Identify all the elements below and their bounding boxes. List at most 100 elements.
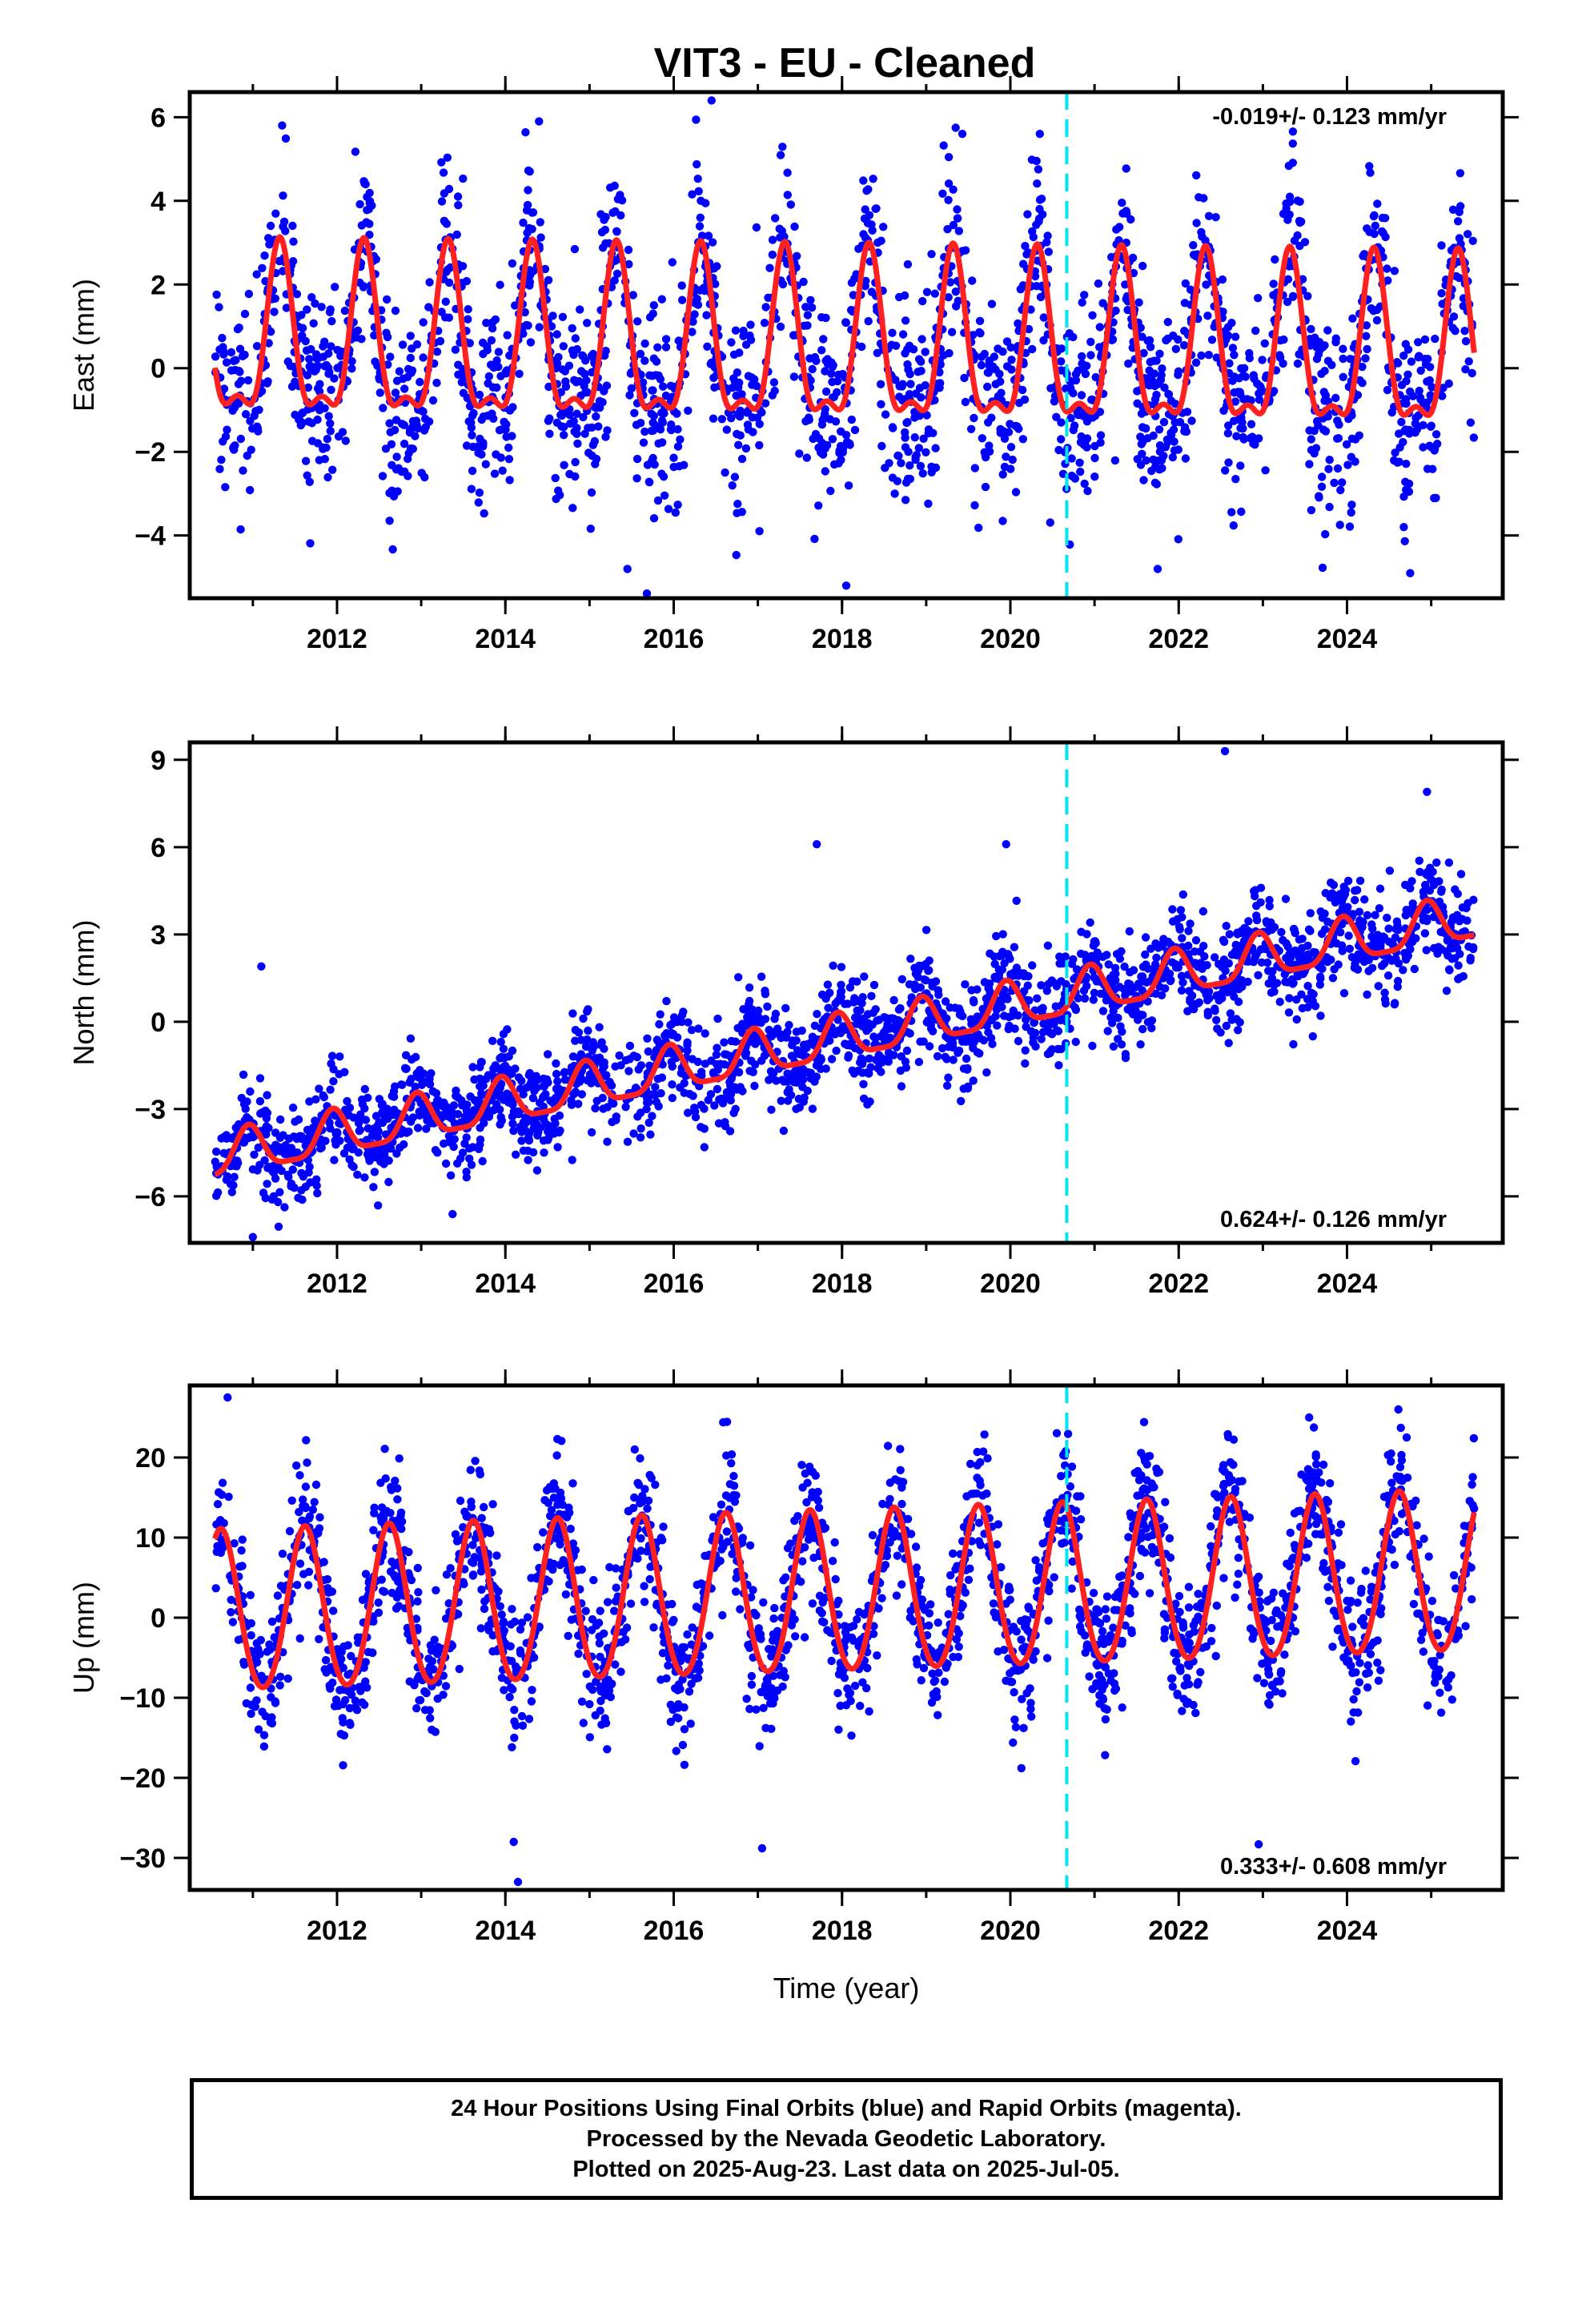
- data-point: [490, 469, 500, 478]
- data-point: [712, 1050, 721, 1059]
- data-point: [1345, 944, 1355, 954]
- data-point: [885, 459, 893, 468]
- data-point: [1401, 911, 1411, 920]
- data-point: [385, 517, 394, 525]
- data-point: [1411, 428, 1419, 437]
- data-point: [998, 470, 1007, 479]
- data-point: [211, 1157, 219, 1166]
- data-point: [437, 197, 447, 206]
- data-point: [1170, 917, 1178, 926]
- data-point: [464, 315, 472, 324]
- data-point: [1002, 337, 1012, 346]
- data-point: [1231, 397, 1240, 406]
- data-point: [539, 1102, 548, 1112]
- data-point: [482, 319, 491, 328]
- data-point: [1069, 388, 1078, 398]
- data-point: [970, 413, 978, 423]
- data-point: [646, 1130, 655, 1139]
- data-point: [393, 487, 402, 496]
- data-point: [1257, 958, 1267, 967]
- data-point: [1312, 343, 1321, 352]
- data-point: [1170, 437, 1178, 446]
- data-point: [690, 310, 699, 319]
- data-point: [1008, 455, 1017, 464]
- data-point: [606, 183, 615, 192]
- data-point: [425, 278, 434, 287]
- data-point: [1289, 1039, 1298, 1049]
- data-point: [568, 1009, 577, 1018]
- data-point: [1223, 428, 1233, 438]
- data-point: [761, 987, 769, 995]
- data-point: [568, 1156, 576, 1164]
- plot-frame: [187, 740, 1505, 1245]
- data-point: [1162, 336, 1170, 345]
- data-point: [688, 328, 697, 336]
- data-point: [462, 1106, 472, 1116]
- data-point: [636, 1124, 645, 1133]
- data-point: [661, 343, 671, 352]
- data-point: [1361, 354, 1370, 363]
- data-point: [288, 1104, 298, 1112]
- data-point: [230, 1539, 239, 1548]
- data-point: [386, 428, 395, 436]
- data-point: [673, 442, 683, 451]
- data-point: [412, 1052, 420, 1062]
- data-point: [1383, 971, 1393, 980]
- data-point: [803, 1086, 812, 1096]
- data-point: [745, 996, 754, 1006]
- data-point: [1383, 385, 1392, 395]
- data-point: [1265, 895, 1274, 905]
- data-point: [901, 316, 910, 325]
- data-point: [1335, 521, 1344, 529]
- y-tick-label: −4: [135, 521, 166, 552]
- data-point: [917, 393, 926, 402]
- data-point: [973, 985, 982, 994]
- data-point: [235, 344, 245, 353]
- data-point: [561, 377, 570, 386]
- data-point: [289, 237, 298, 246]
- data-point: [786, 200, 795, 209]
- data-point: [1236, 944, 1245, 953]
- data-point: [266, 221, 275, 231]
- data-point: [623, 1137, 632, 1147]
- data-point: [234, 1159, 243, 1168]
- data-point: [1258, 356, 1267, 364]
- x-tick-label: 2016: [644, 1269, 705, 1299]
- data-point: [1293, 359, 1303, 368]
- data-point: [451, 345, 460, 354]
- data-point: [479, 412, 488, 421]
- data-point: [808, 1032, 817, 1041]
- data-point: [1223, 331, 1233, 340]
- data-point: [601, 432, 610, 441]
- data-point: [1397, 417, 1406, 427]
- data-point: [844, 1040, 853, 1049]
- data-point: [919, 1037, 928, 1046]
- data-point: [1138, 1024, 1147, 1034]
- data-point: [750, 1081, 759, 1091]
- data-point: [1333, 464, 1343, 473]
- data-point: [1141, 950, 1150, 959]
- data-point: [1110, 456, 1120, 465]
- data-point: [390, 1105, 399, 1115]
- data-point: [704, 231, 713, 240]
- data-point: [949, 185, 958, 194]
- data-point: [710, 383, 719, 392]
- data-point: [982, 1068, 991, 1077]
- data-point: [1016, 285, 1026, 294]
- data-point: [508, 1119, 517, 1128]
- data-point: [920, 962, 930, 971]
- data-point: [1255, 434, 1263, 443]
- data-point: [492, 356, 501, 365]
- data-point: [1307, 324, 1315, 334]
- y-tick-label: −6: [135, 1182, 166, 1212]
- data-point: [1448, 205, 1458, 214]
- data-point: [291, 1117, 299, 1126]
- data-point: [806, 376, 815, 385]
- data-point: [1138, 1011, 1147, 1019]
- data-point: [1083, 486, 1092, 496]
- data-point: [924, 499, 933, 509]
- data-point: [521, 1126, 530, 1136]
- data-point: [1303, 950, 1313, 959]
- data-point: [1315, 493, 1323, 502]
- data-point: [1142, 424, 1150, 433]
